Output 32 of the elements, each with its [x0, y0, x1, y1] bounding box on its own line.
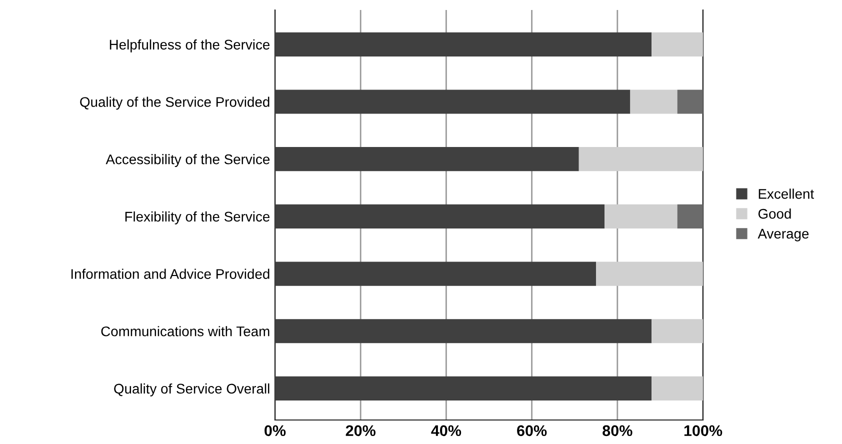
y-tick-label: Quality of the Service Provided	[80, 96, 270, 110]
bar	[275, 90, 630, 114]
y-tick-label: Helpfulness of the Service	[110, 39, 270, 52]
bar	[275, 262, 596, 286]
x-tick-label: 100%	[684, 425, 722, 436]
legend-label: Average	[758, 228, 809, 242]
y-tick-label: Flexibility of the Service	[125, 211, 270, 224]
bar	[652, 32, 703, 56]
bar	[677, 90, 703, 114]
legend-label: Good	[758, 208, 791, 219]
y-tick-label: Quality of Service Overall	[114, 383, 270, 396]
x-tick-label: 20%	[346, 425, 376, 436]
y-tick-label: Information and Advice Provided	[71, 268, 270, 279]
bar	[275, 319, 652, 344]
y-tick-label: Accessibility of the Service	[106, 154, 270, 168]
x-tick-label: 60%	[517, 425, 547, 436]
y-tick-label: Communications with Team	[101, 326, 270, 336]
bar	[630, 90, 678, 114]
x-tick-label: 40%	[431, 425, 462, 436]
legend-label: Excellent	[758, 188, 814, 199]
bar	[596, 262, 703, 286]
x-tick-label: 80%	[602, 425, 632, 436]
bar	[652, 376, 703, 401]
bar	[677, 204, 703, 228]
bar	[275, 376, 652, 401]
bar	[275, 147, 579, 172]
bar	[275, 32, 652, 56]
bar	[578, 147, 703, 172]
x-tick-label: 0%	[264, 425, 286, 436]
bar	[652, 319, 703, 344]
bar	[604, 204, 678, 228]
bar	[275, 204, 605, 228]
